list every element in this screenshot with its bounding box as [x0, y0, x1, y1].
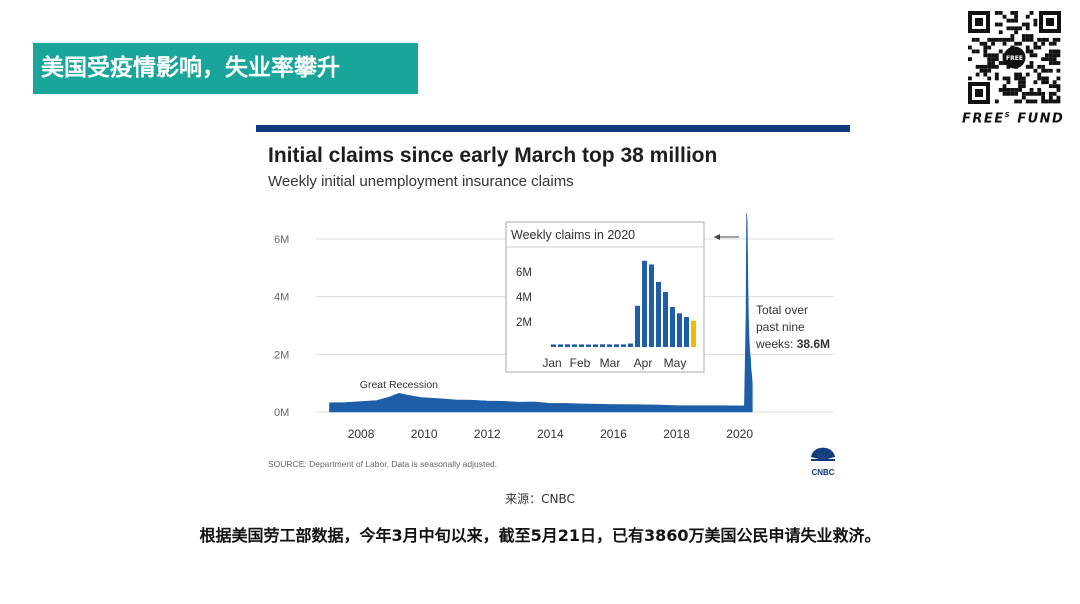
inset-x-tick-label: Apr — [634, 356, 653, 370]
brand-name-main: FREE — [962, 111, 1005, 127]
inset-bar — [565, 344, 570, 348]
title-banner: 美国受疫情影响，失业率攀升 — [33, 43, 418, 94]
inset-x-tick-label: Jan — [542, 356, 561, 370]
inset-x-tick-label: Feb — [570, 356, 591, 370]
inset-x-tick-label: May — [664, 356, 687, 370]
inset-bar — [607, 344, 612, 347]
x-tick-label: 2012 — [474, 427, 501, 441]
inset-y-tick-label: 4M — [516, 292, 532, 304]
inset-bar — [691, 320, 696, 348]
cnbc-logo-text: CNBC — [811, 468, 834, 477]
qr-center-badge — [1003, 46, 1026, 69]
x-tick-label: 2016 — [600, 427, 627, 441]
annotation-total-line2: past nine — [756, 320, 805, 334]
y-tick-label: 4M — [274, 292, 289, 304]
qr-badge-text: FREE — [1006, 55, 1023, 62]
inset-bar — [649, 264, 654, 347]
inset-bar — [642, 260, 647, 348]
inset-y-tick-label: 6M — [516, 267, 532, 279]
inset-bar — [628, 343, 633, 347]
y-tick-label: 6M — [274, 234, 289, 246]
inset-bar — [551, 344, 556, 347]
inset-bar — [614, 344, 619, 348]
caption-source: 来源：CNBC — [505, 492, 575, 506]
chart-top-rule — [256, 125, 850, 132]
chart-figure: 0M 2M 4M 6M 2008 2010 2012 2014 2016 2018 2020 Grea… — [256, 125, 850, 485]
inset-bar — [558, 344, 563, 347]
y-tick-label: 2M — [274, 349, 289, 361]
inset-bar — [635, 305, 640, 348]
inset-bar — [579, 344, 584, 347]
inset-bar — [684, 317, 689, 347]
inset-bar — [656, 282, 661, 347]
y-tick-label: 0M — [274, 407, 289, 419]
cnbc-logo: CNBC — [811, 447, 835, 477]
chart-source: SOURCE: Department of Labor. Data is sea… — [268, 459, 498, 469]
brand-name-tail: FUND — [1011, 111, 1065, 127]
inset-bar — [572, 344, 577, 347]
inset-title: Weekly claims in 2020 — [511, 228, 635, 242]
inset-bar — [621, 344, 626, 347]
inset-bar — [600, 344, 605, 348]
inset-bar — [670, 307, 675, 347]
inset-y-tick-label: 2M — [516, 317, 532, 329]
inset-box — [505, 221, 705, 373]
banner-title: 美国受疫情影响，失业率攀升 — [41, 55, 340, 81]
x-tick-label: 2020 — [726, 427, 753, 441]
x-tick-label: 2018 — [663, 427, 690, 441]
arrow-head — [714, 234, 720, 240]
caption-text: 根据美国劳工部数据，今年3月中旬以来，截至5月21日，已有3860万美国公民申请… — [199, 526, 881, 545]
brand-name-sup: S — [1004, 111, 1012, 119]
claims-area — [329, 213, 753, 413]
qr-code: FREE — [966, 9, 1063, 106]
x-tick-label: 2008 — [348, 427, 375, 441]
inset-bar — [677, 313, 682, 348]
annotation-total-line3: weeks: 38.6M — [755, 337, 830, 351]
annotation-total-prefix: weeks: — [755, 337, 797, 351]
annotation-total-value: 38.6M — [797, 337, 830, 351]
chart-canvas: 0M 2M 4M 6M 2008 2010 2012 2014 2016 2018 2020 Grea… — [256, 125, 850, 441]
chart-title: Initial claims since early March top 38 … — [268, 144, 718, 167]
annotation-great-recession: Great Recession — [360, 379, 438, 391]
brand-name: FREES FUND — [962, 111, 1072, 126]
annotation-total-line1: Total over — [756, 303, 808, 317]
inset-x-tick-label: Mar — [600, 356, 621, 370]
x-tick-label: 2010 — [411, 427, 438, 441]
inset-bar — [663, 292, 668, 347]
inset-bar — [586, 344, 591, 347]
inset-bar — [593, 344, 598, 347]
chart-subtitle: Weekly initial unemployment insurance cl… — [268, 173, 574, 190]
x-tick-label: 2014 — [537, 427, 564, 441]
